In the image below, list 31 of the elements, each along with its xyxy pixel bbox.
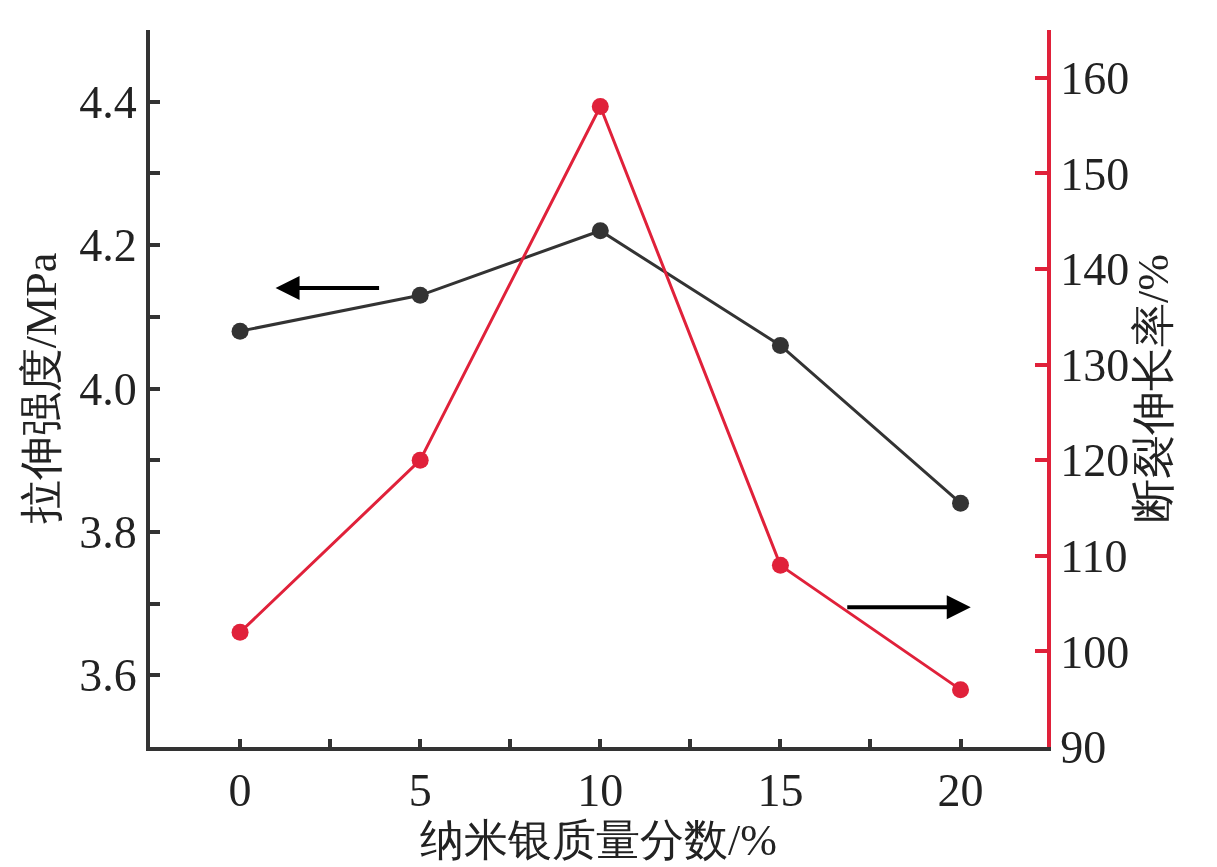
- point: [231, 322, 249, 340]
- y2-tick-label: 150: [1060, 148, 1130, 200]
- y-axis-title: 拉伸强度/MPa: [16, 252, 66, 525]
- y2-tick-label: 110: [1060, 530, 1128, 582]
- point: [952, 494, 970, 512]
- x-axis-title: 纳米银质量分数/%: [420, 816, 777, 866]
- x-tick-label: 15: [757, 765, 804, 817]
- text: 4.0: [79, 363, 137, 415]
- x-tick-label: 10: [577, 765, 624, 817]
- y2-tick-label: 140: [1060, 244, 1130, 296]
- y-tick-label: 3.8: [79, 507, 137, 558]
- point: [771, 556, 789, 574]
- point: [411, 286, 429, 304]
- y-tick-label: 3.6: [79, 650, 137, 702]
- x-tick-label: 0: [228, 765, 252, 817]
- y2-tick-label: 100: [1060, 626, 1130, 678]
- x-tick-label: 20: [937, 765, 984, 817]
- y2-axis-title: 断裂伸长率/%: [1129, 254, 1179, 523]
- point: [771, 336, 789, 354]
- y2-tick-label: 130: [1060, 339, 1130, 391]
- point: [952, 681, 970, 699]
- point: [591, 222, 609, 240]
- point: [231, 623, 249, 641]
- point: [411, 451, 429, 469]
- y2-tick-label: 90: [1060, 722, 1107, 774]
- y-tick-label: 4.4: [79, 76, 137, 128]
- y2-tick-label: 120: [1060, 435, 1130, 487]
- point: [591, 97, 609, 115]
- y2-tick-label: 160: [1060, 52, 1130, 104]
- y-tick-label: 4.2: [79, 220, 137, 272]
- x-tick-label: 5: [408, 765, 432, 817]
